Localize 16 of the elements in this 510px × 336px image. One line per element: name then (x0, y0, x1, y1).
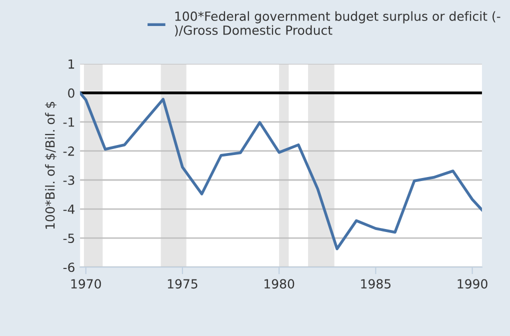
x-tick-label: 1990 (458, 279, 488, 289)
y-axis-title: 100*Bil. of $/Bil. of $ (45, 102, 56, 229)
legend-label: 100*Federal government budget surplus or deficit (- )/Gross Domestic Product (174, 11, 500, 36)
x-tick-label: 1980 (264, 279, 294, 289)
y-tick-label: 1 (68, 59, 74, 69)
x-tick-label: 1970 (71, 279, 101, 289)
y-tick-label: -1 (63, 118, 74, 127)
y-tick-label: 0 (68, 88, 74, 98)
y-tick-label: -5 (63, 234, 74, 244)
x-tick-label: 1985 (361, 279, 390, 289)
x-tick-label: 1975 (168, 279, 198, 289)
line-series (80, 91, 482, 250)
y-tick-label: -2 (63, 146, 74, 156)
y-tick-label: -4 (63, 204, 75, 214)
y-tick-label: -3 (63, 175, 74, 185)
y-tick-label: -6 (63, 262, 74, 272)
